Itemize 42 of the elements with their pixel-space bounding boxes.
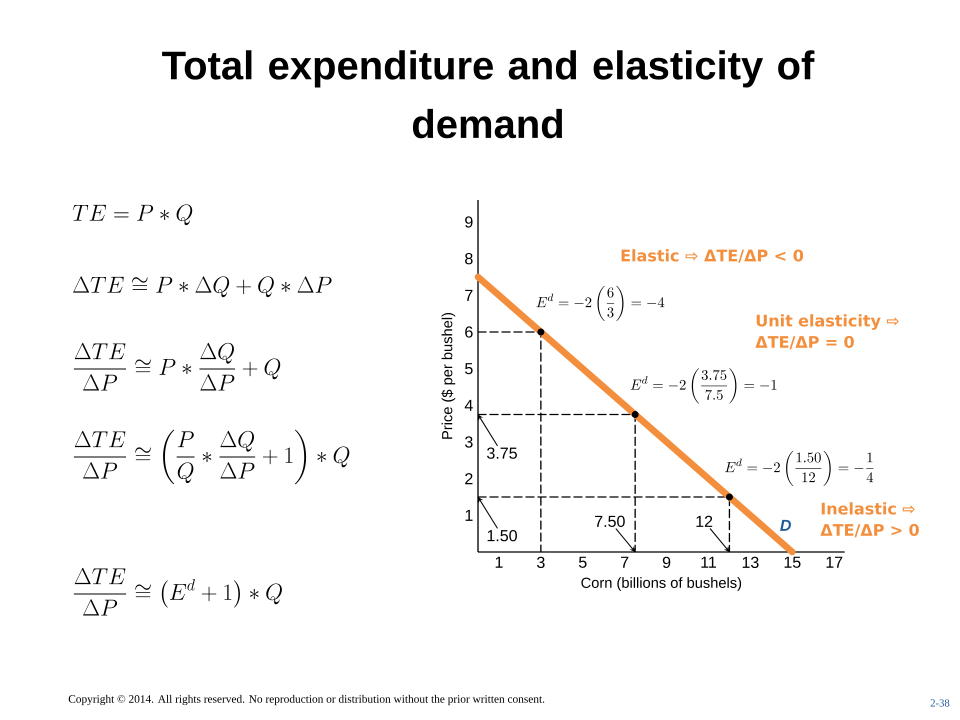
annotation: Unit elasticity ⇨ ΔTE/ΔP = 0 [755,314,899,350]
text: $TE = P \ast Q$ [72,204,192,226]
x-tick-label: 13 [742,556,759,568]
annotation: 7.50 [595,516,625,527]
text: 2-38 [930,699,950,707]
series-label: D [780,520,791,531]
text: Copyright © 2014. All rights reserved. No reproduction or distribution without the prior written consent. [68,694,544,706]
chart-title: Total expenditure and elasticity of demand [162,50,814,138]
x-tick-label: 11 [701,556,716,568]
y-tick-label: 5 [465,363,473,374]
annotation: $E^{d} = -2\left(\frac{3.75}{7.5}\right) = -1$ [630,368,776,404]
annotation: 1.50 [488,530,517,542]
y-tick-label: 7 [465,290,472,301]
x-tick-label: 9 [662,556,670,568]
point [726,494,733,500]
annotation: 12 [696,516,712,527]
y-tick-label: 1 [466,510,473,521]
x-tick-label: 7 [621,556,628,568]
annotation: Elastic ⇨ ΔTE/ΔP < 0 [622,249,804,263]
text: $\frac{\Delta TE}{\Delta P} \cong \left(\frac{P}{Q} \ast \frac{\Delta Q}{\Delta P} + 1\right) \ast Q$ [74,430,350,484]
y-tick-label: 9 [465,216,473,228]
text: $\frac{\Delta TE}{\Delta P} \cong \left(E^{d} + 1\right) \ast Q$ [74,568,282,616]
point [632,411,639,418]
x-tick-label: 17 [826,556,842,568]
y-tick-label: 8 [465,253,473,264]
annotation: 3.75 [487,447,517,459]
y-tick-label: 6 [465,326,473,338]
text: $\frac{\Delta TE}{\Delta P} \cong P \ast \frac{\Delta Q}{\Delta P} + Q$ [74,342,280,391]
x-tick-label: 15 [784,556,801,568]
text: $\Delta TE \cong P \ast \Delta Q + Q \ast \Delta P$ [73,276,332,298]
y-axis-title: Price ($ per bushel) [441,312,456,439]
annotation: $E^{d} = -2\left(\frac{6}{3}\right) = -4$ [536,286,664,322]
x-axis-title: Corn (billions of bushels) [581,577,742,591]
x-tick-label: 5 [578,556,587,568]
x-tick-label: 3 [537,556,545,568]
y-tick-label: 4 [464,400,473,411]
annotation: $E^{d} = -2\left(\frac{1.50}{12}\right) = -\frac{1}{4}$ [724,450,874,486]
y-tick-label: 2 [465,473,472,484]
point [537,328,544,336]
annotation: Inelastic ⇨ ΔTE/ΔP > 0 [820,502,919,538]
x-tick-label: 1 [496,556,503,568]
y-tick-label: 3 [465,436,473,448]
